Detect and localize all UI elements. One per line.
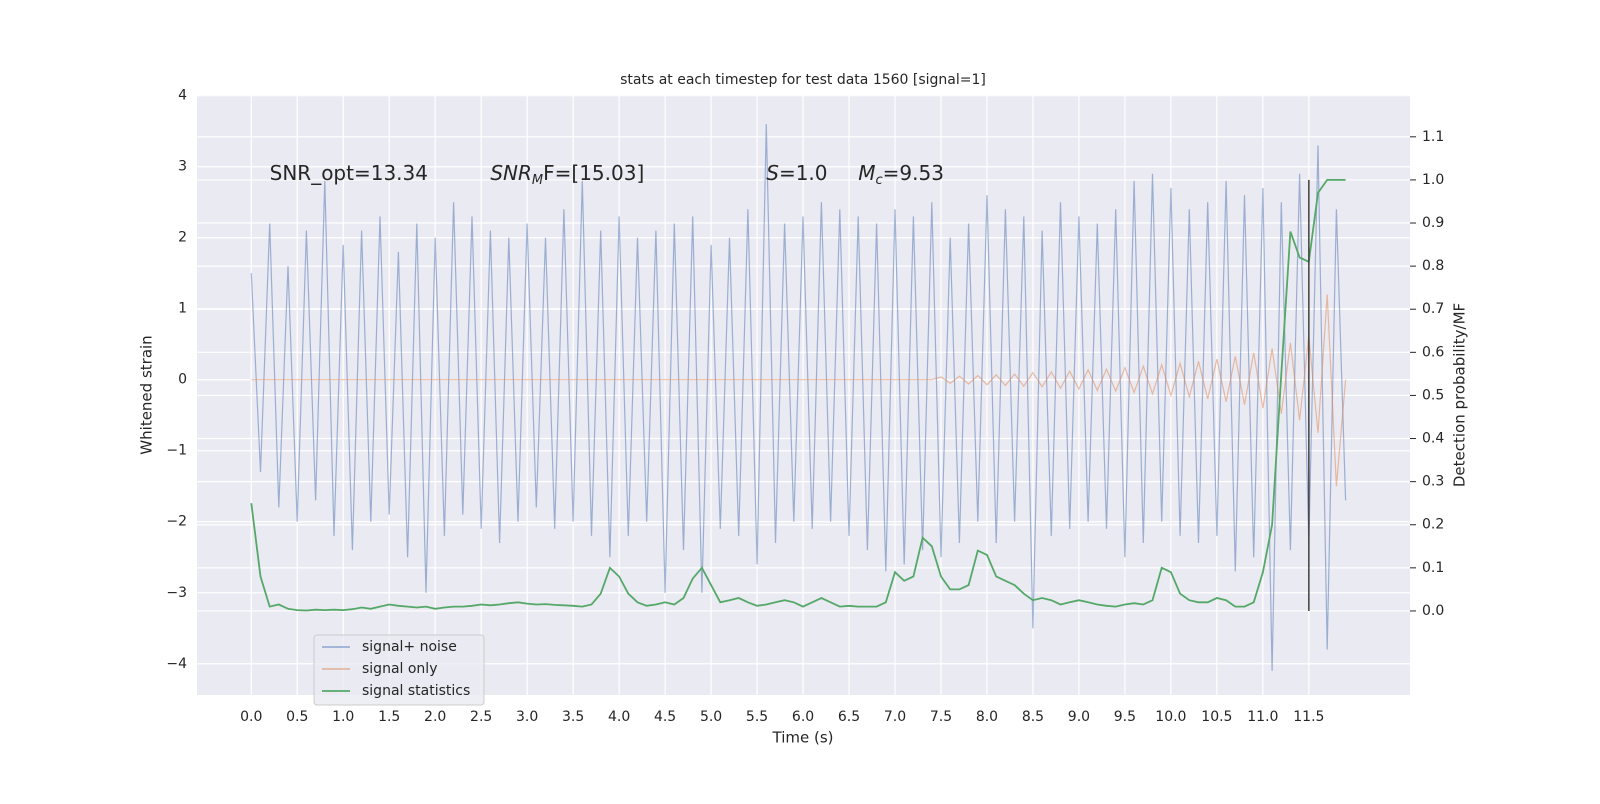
x-tick-label: 6.0 xyxy=(792,709,814,725)
annotation-part: S xyxy=(766,160,779,184)
x-tick-label: 0.0 xyxy=(240,709,262,725)
annotation-part: =9.53 xyxy=(883,160,944,184)
annotation-part: F=[15.03] xyxy=(543,160,644,184)
x-tick-label: 10.5 xyxy=(1201,709,1232,725)
x-tick-label: 1.5 xyxy=(378,709,400,725)
y-tick-label: −3 xyxy=(166,585,187,601)
x-axis-label: Time (s) xyxy=(772,729,834,747)
annotation: SNR_opt=13.34 xyxy=(270,160,428,184)
y-axis-label: Whitened strain xyxy=(138,335,156,454)
annotation-part: =1.0 xyxy=(779,160,828,184)
legend-label: signal statistics xyxy=(362,683,470,699)
annotation-part: c xyxy=(875,172,882,187)
y-tick-label: 2 xyxy=(178,230,187,246)
x-tick-label: 9.5 xyxy=(1114,709,1136,725)
y2-tick-label: 1.1 xyxy=(1422,129,1444,145)
x-tick-label: 8.0 xyxy=(976,709,998,725)
y2-axis-label: Detection probability/MF xyxy=(1451,303,1469,487)
y2-tick-label: 1.0 xyxy=(1422,172,1444,188)
x-tick-label: 8.5 xyxy=(1022,709,1044,725)
x-tick-label: 6.5 xyxy=(838,709,860,725)
x-tick-label: 11.5 xyxy=(1293,709,1324,725)
series-line xyxy=(251,294,1347,487)
annotation: S=1.0 xyxy=(766,160,827,184)
y-tick-label: −1 xyxy=(166,443,187,459)
x-tick-label: 0.5 xyxy=(286,709,308,725)
legend-box xyxy=(313,634,485,706)
x-tick-label: 5.5 xyxy=(746,709,768,725)
y-tick-label: −4 xyxy=(166,656,187,672)
y2-tick-label: 0.7 xyxy=(1422,301,1444,317)
annotation-part: SNR_opt=13.34 xyxy=(270,160,428,184)
y2-tick-label: 0.8 xyxy=(1422,258,1444,274)
x-tick-label: 2.0 xyxy=(424,709,446,725)
y2-tick-label: 0.5 xyxy=(1422,387,1444,403)
y2-tick-label: 0.3 xyxy=(1422,474,1444,490)
y2-tick-label: 0.4 xyxy=(1422,431,1444,447)
x-tick-label: 7.0 xyxy=(884,709,906,725)
series-line xyxy=(250,179,1346,612)
annotation: SNRMF=[15.03] xyxy=(490,160,644,187)
y2-tick-label: 0.6 xyxy=(1422,344,1444,360)
annotation-part: M xyxy=(532,172,543,187)
y-tick-label: 1 xyxy=(178,301,187,317)
x-tick-label: 10.0 xyxy=(1155,709,1186,725)
series-line xyxy=(250,124,1347,671)
y-tick-label: −2 xyxy=(166,514,187,530)
x-tick-label: 4.0 xyxy=(608,709,630,725)
x-tick-label: 4.5 xyxy=(654,709,676,725)
x-tick-label: 1.0 xyxy=(332,709,354,725)
annotation-part: M xyxy=(858,160,875,184)
annotation-part: SNR xyxy=(490,160,532,184)
y-tick-label: 0 xyxy=(178,372,187,388)
y-tick-label: 4 xyxy=(178,88,187,104)
legend-label: signal+ noise xyxy=(362,639,457,655)
y2-tick-label: 0.9 xyxy=(1422,215,1444,231)
chart-title: stats at each timestep for test data 156… xyxy=(620,72,986,88)
y2-tick-label: 0.1 xyxy=(1422,560,1444,576)
annotation: Mc=9.53 xyxy=(858,160,944,187)
x-tick-label: 5.0 xyxy=(700,709,722,725)
x-tick-label: 11.0 xyxy=(1247,709,1278,725)
y2-tick-label: 0.0 xyxy=(1422,603,1444,619)
x-tick-label: 3.0 xyxy=(516,709,538,725)
x-tick-label: 2.5 xyxy=(470,709,492,725)
x-tick-label: 3.5 xyxy=(562,709,584,725)
legend-label: signal only xyxy=(362,661,437,677)
x-tick-label: 9.0 xyxy=(1068,709,1090,725)
x-tick-label: 7.5 xyxy=(930,709,952,725)
y-tick-label: 3 xyxy=(178,159,187,175)
y2-tick-label: 0.2 xyxy=(1422,517,1444,533)
